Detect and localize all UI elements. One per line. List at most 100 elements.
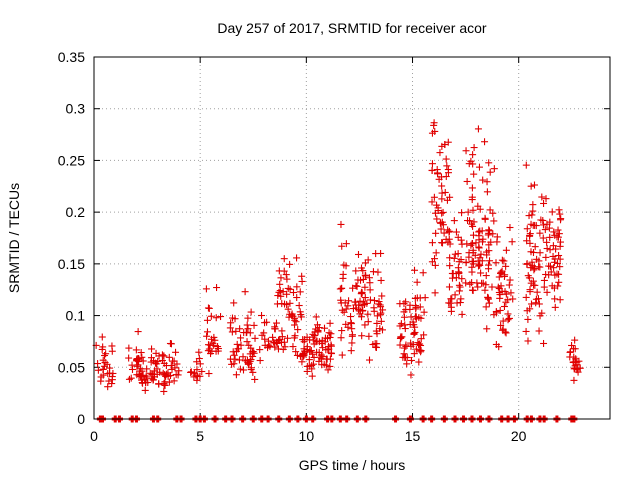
data-point	[212, 314, 220, 322]
chart-title: Day 257 of 2017, SRMTID for receiver aco…	[217, 20, 487, 36]
data-point	[445, 283, 453, 291]
data-point	[407, 356, 415, 364]
data-point	[474, 202, 482, 210]
data-point	[232, 371, 240, 379]
data-point	[554, 233, 562, 241]
data-point	[411, 302, 419, 310]
data-point	[247, 366, 255, 374]
y-tick-label: 0	[77, 411, 85, 427]
data-point	[486, 257, 494, 265]
data-point	[376, 325, 384, 333]
data-point	[497, 268, 505, 276]
data-point	[258, 311, 266, 319]
data-point	[551, 258, 559, 266]
data-point	[170, 377, 178, 385]
data-point	[465, 253, 473, 261]
data-point	[159, 369, 167, 377]
data-point	[509, 295, 517, 303]
data-point	[228, 360, 236, 368]
data-point	[447, 303, 455, 311]
data-point	[431, 289, 439, 297]
data-point	[470, 170, 478, 178]
data-point	[524, 272, 532, 280]
data-point	[293, 351, 301, 359]
data-point	[316, 353, 324, 361]
data-point	[344, 302, 352, 310]
data-point	[499, 317, 507, 325]
data-point	[373, 319, 381, 327]
data-point	[500, 303, 508, 311]
data-point	[527, 300, 535, 308]
data-point	[358, 289, 366, 297]
data-point	[203, 316, 211, 324]
data-point	[347, 347, 355, 355]
data-point	[412, 345, 420, 353]
data-point	[283, 275, 291, 283]
data-point	[361, 283, 369, 291]
data-point	[468, 184, 476, 192]
data-point	[208, 347, 216, 355]
data-point	[483, 325, 491, 333]
data-point	[108, 342, 116, 350]
data-point	[533, 255, 541, 263]
data-point	[235, 356, 243, 364]
data-point	[555, 270, 563, 278]
data-point	[230, 299, 238, 307]
data-point	[377, 303, 385, 311]
data-point	[554, 226, 562, 234]
data-point	[217, 313, 225, 321]
data-point	[94, 366, 102, 374]
data-point	[101, 352, 109, 360]
data-point	[485, 299, 493, 307]
data-point	[282, 271, 290, 279]
data-point	[276, 280, 284, 288]
data-point	[244, 325, 252, 333]
data-point	[303, 367, 311, 375]
data-point	[538, 193, 546, 201]
data-point	[327, 330, 335, 338]
data-point	[448, 274, 456, 282]
data-point	[325, 329, 333, 337]
y-axis-label: SRMTID / TECUs	[6, 183, 22, 293]
data-point	[160, 381, 168, 389]
data-point	[204, 304, 212, 312]
data-point	[347, 320, 355, 328]
data-point	[158, 351, 166, 359]
data-point	[453, 299, 461, 307]
data-point	[103, 360, 111, 368]
data-point	[352, 267, 360, 275]
data-point	[482, 272, 490, 280]
data-point	[289, 289, 297, 297]
data-point	[326, 355, 334, 363]
data-point	[228, 328, 236, 336]
data-point	[338, 351, 346, 359]
data-point	[338, 306, 346, 314]
plot-frame	[93, 56, 611, 420]
data-point	[476, 261, 484, 269]
data-point	[415, 314, 423, 322]
data-point	[143, 374, 151, 382]
data-point	[138, 379, 146, 387]
data-point	[531, 221, 539, 229]
data-point	[438, 209, 446, 217]
data-point	[363, 299, 371, 307]
data-point	[481, 215, 489, 223]
data-point	[269, 333, 277, 341]
data-point	[540, 276, 548, 284]
data-point	[403, 360, 411, 368]
data-point	[469, 231, 477, 239]
data-point	[420, 308, 428, 316]
data-point	[349, 305, 357, 313]
data-point	[172, 348, 180, 356]
data-point	[293, 254, 301, 262]
data-point	[358, 302, 366, 310]
data-point	[495, 273, 503, 281]
data-point	[308, 372, 316, 380]
data-point	[261, 335, 269, 343]
data-point	[293, 283, 301, 291]
data-point	[236, 365, 244, 373]
data-point	[506, 224, 514, 232]
data-point	[360, 298, 368, 306]
data-point	[529, 207, 537, 215]
data-point	[555, 278, 563, 286]
